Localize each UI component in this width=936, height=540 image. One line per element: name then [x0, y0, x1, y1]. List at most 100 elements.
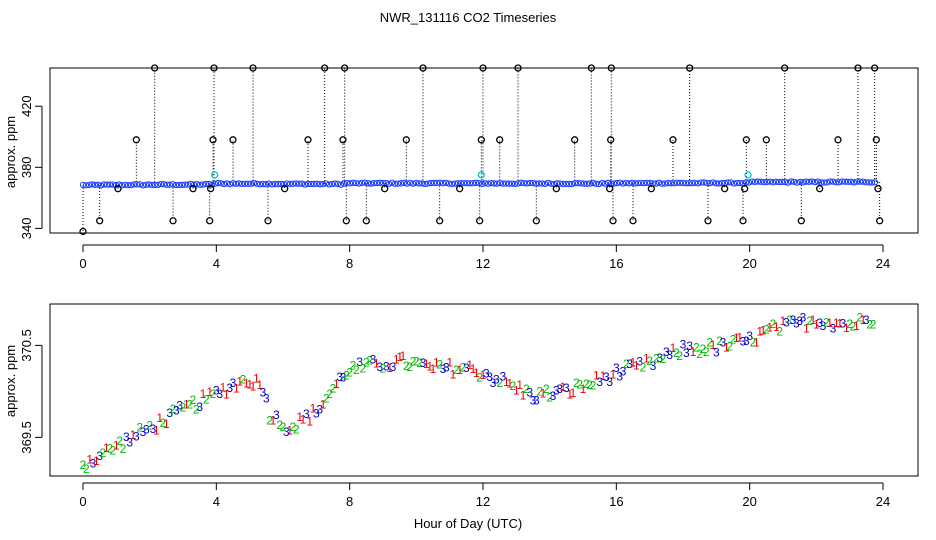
digit-point: 2 [453, 363, 460, 377]
co2-point [400, 179, 408, 187]
digit-point: 3 [173, 404, 180, 418]
co2-point [262, 181, 270, 188]
co2-point [310, 180, 318, 188]
digit-point: 1 [200, 387, 207, 401]
digit-point: 3 [90, 456, 97, 470]
co2-point [517, 179, 525, 186]
digit-point: 3 [713, 345, 720, 359]
co2-point [571, 179, 579, 187]
co2-point [415, 180, 423, 187]
digit-point: 1 [480, 368, 487, 382]
co2-point [715, 180, 723, 187]
outlier-point [456, 185, 464, 193]
co2-point [766, 178, 774, 185]
digit-point: 3 [96, 449, 103, 463]
co2-point [217, 180, 225, 187]
co2-point [136, 181, 144, 188]
co2-point [574, 180, 582, 187]
digit-point: 1 [633, 358, 640, 372]
outlier-point [132, 136, 140, 144]
co2-point [202, 180, 210, 188]
x-tick-label: 12 [476, 494, 490, 509]
co2-point [79, 181, 87, 188]
co2-point [835, 179, 843, 186]
top-y-axis-label: approx. ppm [3, 116, 18, 188]
digit-point: 1 [393, 352, 400, 366]
co2-point [667, 179, 675, 187]
outlier-point [342, 217, 350, 225]
digit-point: 1 [760, 324, 767, 338]
digit-point: 1 [130, 428, 137, 442]
digit-point: 2 [203, 393, 210, 407]
co2-point [601, 180, 609, 187]
co2-point [505, 180, 513, 187]
outlier-point [362, 217, 370, 225]
co2-point [529, 179, 537, 187]
digit-point: 1 [773, 320, 780, 334]
digit-point: 1 [246, 378, 253, 392]
digit-point: 1 [253, 372, 260, 386]
co2-point [433, 179, 441, 187]
digit-point: 3 [216, 387, 223, 401]
digit-point: 3 [230, 376, 237, 390]
digit-point: 1 [310, 401, 317, 415]
outlier-point [206, 217, 214, 225]
outlier-point [151, 64, 159, 72]
co2-point [175, 181, 183, 189]
digit-point: 3 [463, 361, 470, 375]
digit-point: 1 [600, 369, 607, 383]
bottom-y-axis: 369.5 370.5 [19, 329, 43, 454]
digit-point: 2 [623, 357, 630, 371]
co2-point [166, 181, 174, 188]
co2-point [211, 180, 219, 187]
digit-point: 3 [746, 329, 753, 343]
co2-point [706, 179, 714, 187]
digit-point: 3 [376, 360, 383, 374]
digit-point: 2 [543, 382, 550, 396]
co2-point [424, 180, 432, 187]
co2-point [703, 179, 711, 186]
co2-point [658, 180, 666, 187]
outlier-point [249, 64, 257, 72]
co2-point [124, 181, 132, 189]
co2-point [838, 178, 846, 185]
digit-point: 1 [723, 340, 730, 354]
co2-point [637, 179, 645, 187]
co2-point [586, 180, 594, 187]
co2-point [484, 180, 492, 187]
outlier-point [96, 217, 104, 225]
x-tick-label: 24 [876, 494, 890, 509]
digit-point: 3 [500, 370, 507, 384]
co2-point [478, 180, 486, 187]
digit-point: 2 [353, 363, 360, 377]
digit-point: 1 [836, 316, 843, 330]
digit-point: 2 [186, 397, 193, 411]
outlier-point [587, 64, 595, 72]
outlier-point [169, 217, 177, 225]
co2-point [88, 181, 96, 188]
digit-point: 2 [323, 391, 330, 405]
co2-point [133, 181, 141, 188]
digit-point: 1 [803, 321, 810, 335]
co2-point [814, 178, 822, 185]
co2-point [493, 180, 501, 187]
digit-point: 1 [570, 386, 577, 400]
outlier-point [872, 136, 880, 144]
co2-point [568, 180, 576, 188]
co2-point [154, 181, 162, 188]
digit-point: 1 [466, 358, 473, 372]
co2-point [367, 180, 375, 187]
co2-point [685, 179, 693, 187]
outlier-point [79, 227, 87, 236]
co2-point [664, 179, 672, 187]
digit-point: 2 [416, 356, 423, 370]
co2-point [196, 181, 204, 188]
digit-point: 2 [360, 362, 367, 376]
top-data-marks [79, 64, 884, 236]
co2-point [751, 178, 759, 186]
digit-point: 3 [303, 407, 310, 421]
digit-point: 3 [663, 345, 670, 359]
digit-point: 3 [556, 382, 563, 396]
digit-point: 3 [176, 398, 183, 412]
x-tick-label: 8 [346, 494, 353, 509]
